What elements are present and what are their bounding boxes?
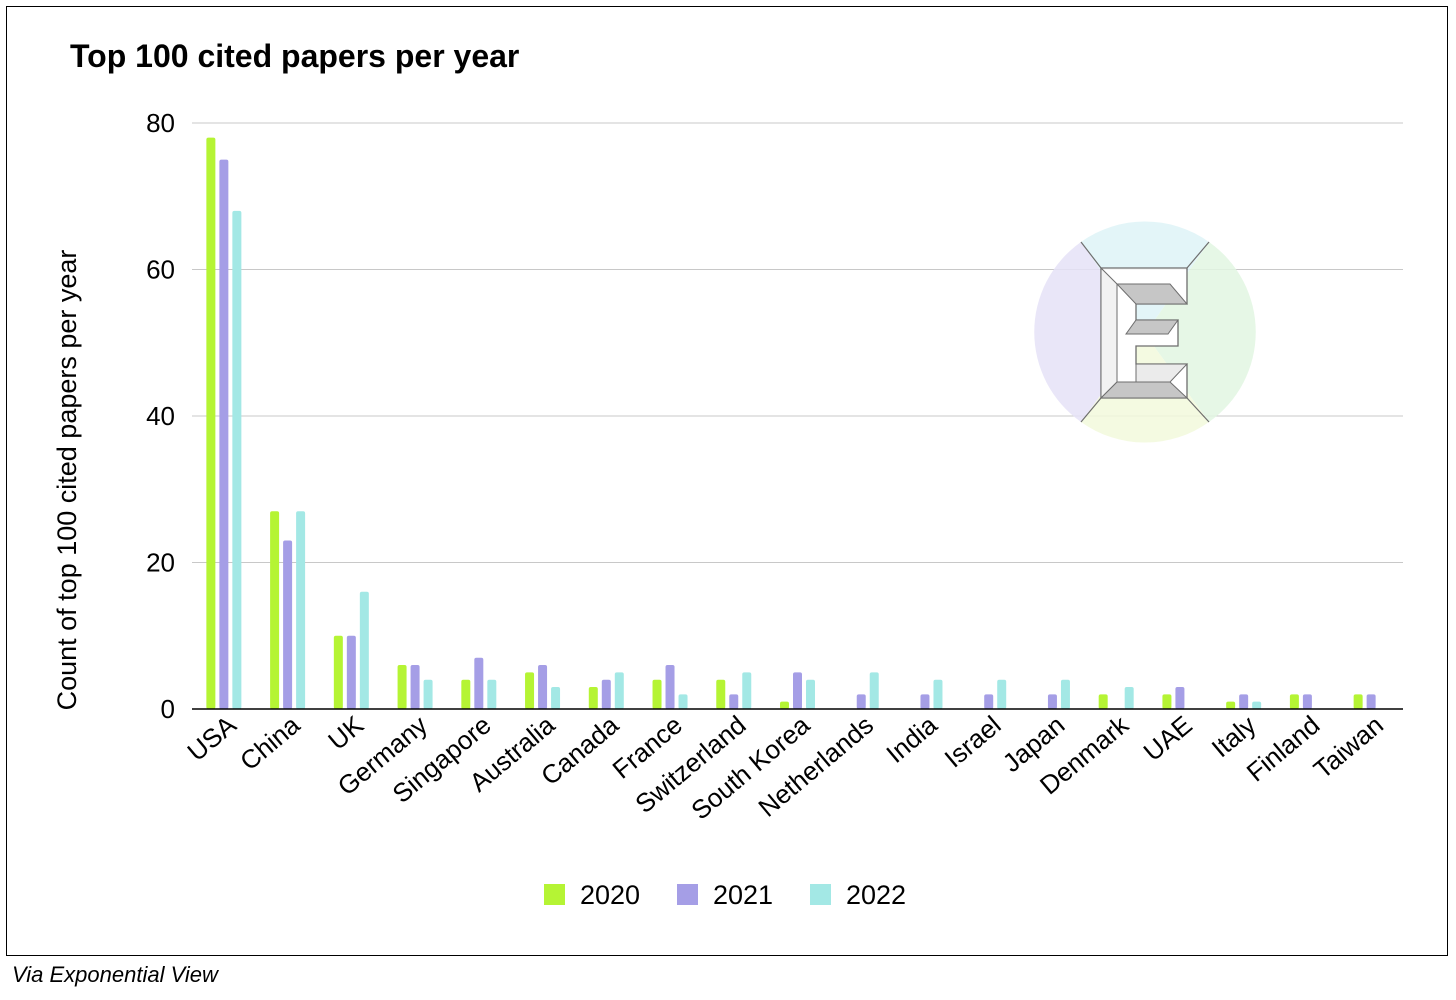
bar-2020-uae xyxy=(1162,694,1172,709)
x-tick-label: UK xyxy=(322,709,369,756)
y-tick-label: 0 xyxy=(161,694,175,724)
y-axis-label: Count of top 100 cited papers per year xyxy=(52,250,82,711)
source-credit: Via Exponential View xyxy=(12,962,218,987)
x-tick-label: UAE xyxy=(1138,710,1198,767)
bar-2021-finland xyxy=(1302,694,1312,709)
legend: 2020 2021 2022 xyxy=(544,880,906,910)
chart-title: Top 100 cited papers per year xyxy=(70,38,520,74)
x-tick-label: Finland xyxy=(1241,710,1326,788)
bar-2022-france xyxy=(678,694,688,709)
bar-2022-canada xyxy=(614,672,624,709)
y-tick-label: 60 xyxy=(146,255,175,285)
bar-2020-singapore xyxy=(461,679,471,709)
bar-2021-israel xyxy=(984,694,994,709)
y-axis-ticks: 0 20 40 60 80 xyxy=(146,108,175,724)
x-tick-label: Israel xyxy=(939,710,1007,774)
bar-2020-italy xyxy=(1226,701,1236,709)
bar-2021-italy xyxy=(1239,694,1249,709)
bars xyxy=(206,137,1376,709)
bar-2020-switzerland xyxy=(716,679,726,709)
bar-2022-germany xyxy=(423,679,433,709)
bar-2021-uae xyxy=(1175,687,1185,709)
bar-2022-netherlands xyxy=(869,672,879,709)
bar-2021-japan xyxy=(1047,694,1057,709)
x-tick-label: USA xyxy=(181,709,242,767)
bar-2020-australia xyxy=(525,672,535,709)
bar-2021-australia xyxy=(538,665,548,709)
bar-2020-france xyxy=(652,679,662,709)
bar-2020-uk xyxy=(333,635,343,709)
x-tick-label: Taiwan xyxy=(1308,710,1389,785)
legend-swatch-2022 xyxy=(810,884,831,905)
bar-2022-israel xyxy=(997,679,1007,709)
y-tick-label: 20 xyxy=(146,548,175,578)
y-tick-label: 80 xyxy=(146,108,175,138)
bar-2020-germany xyxy=(397,665,407,709)
y-tick-label: 40 xyxy=(146,401,175,431)
bar-2021-uk xyxy=(346,635,356,709)
bar-2021-usa xyxy=(219,159,229,709)
bar-2022-usa xyxy=(232,210,242,709)
bar-2021-france xyxy=(665,665,675,709)
bar-2022-denmark xyxy=(1124,687,1134,709)
bar-2021-china xyxy=(283,540,293,709)
bar-2022-india xyxy=(933,679,943,709)
bar-2020-finland xyxy=(1289,694,1299,709)
bar-2022-south-korea xyxy=(806,679,815,709)
x-tick-label: China xyxy=(234,709,306,776)
bar-2021-netherlands xyxy=(856,694,866,709)
x-tick-label: India xyxy=(880,709,943,769)
bar-2020-china xyxy=(270,511,280,709)
bar-2020-taiwan xyxy=(1353,694,1363,709)
bar-2021-switzerland xyxy=(729,694,739,709)
bar-2022-australia xyxy=(551,687,561,709)
bar-2021-canada xyxy=(601,679,611,709)
bar-2022-uk xyxy=(359,591,369,709)
bar-2021-india xyxy=(920,694,930,709)
legend-swatch-2020 xyxy=(544,884,565,905)
bar-2020-canada xyxy=(588,687,598,709)
legend-label-2020: 2020 xyxy=(580,880,640,910)
chart-frame xyxy=(6,6,1448,956)
bar-2021-singapore xyxy=(474,657,484,709)
exponential-view-e-logo-icon xyxy=(1034,221,1256,443)
bar-2022-japan xyxy=(1060,679,1070,709)
bar-2020-usa xyxy=(206,137,216,709)
bar-2020-denmark xyxy=(1098,694,1108,709)
bar-2022-italy xyxy=(1252,701,1262,709)
legend-label-2022: 2022 xyxy=(846,880,906,910)
legend-label-2021: 2021 xyxy=(713,880,773,910)
bar-2021-germany xyxy=(410,665,420,709)
bar-2021-south-korea xyxy=(793,672,802,709)
bar-2021-taiwan xyxy=(1366,694,1376,709)
legend-swatch-2021 xyxy=(677,884,698,905)
bar-2022-singapore xyxy=(487,679,497,709)
bar-2022-switzerland xyxy=(742,672,752,709)
bar-2022-china xyxy=(296,511,306,709)
bar-2020-south-korea xyxy=(780,701,789,709)
